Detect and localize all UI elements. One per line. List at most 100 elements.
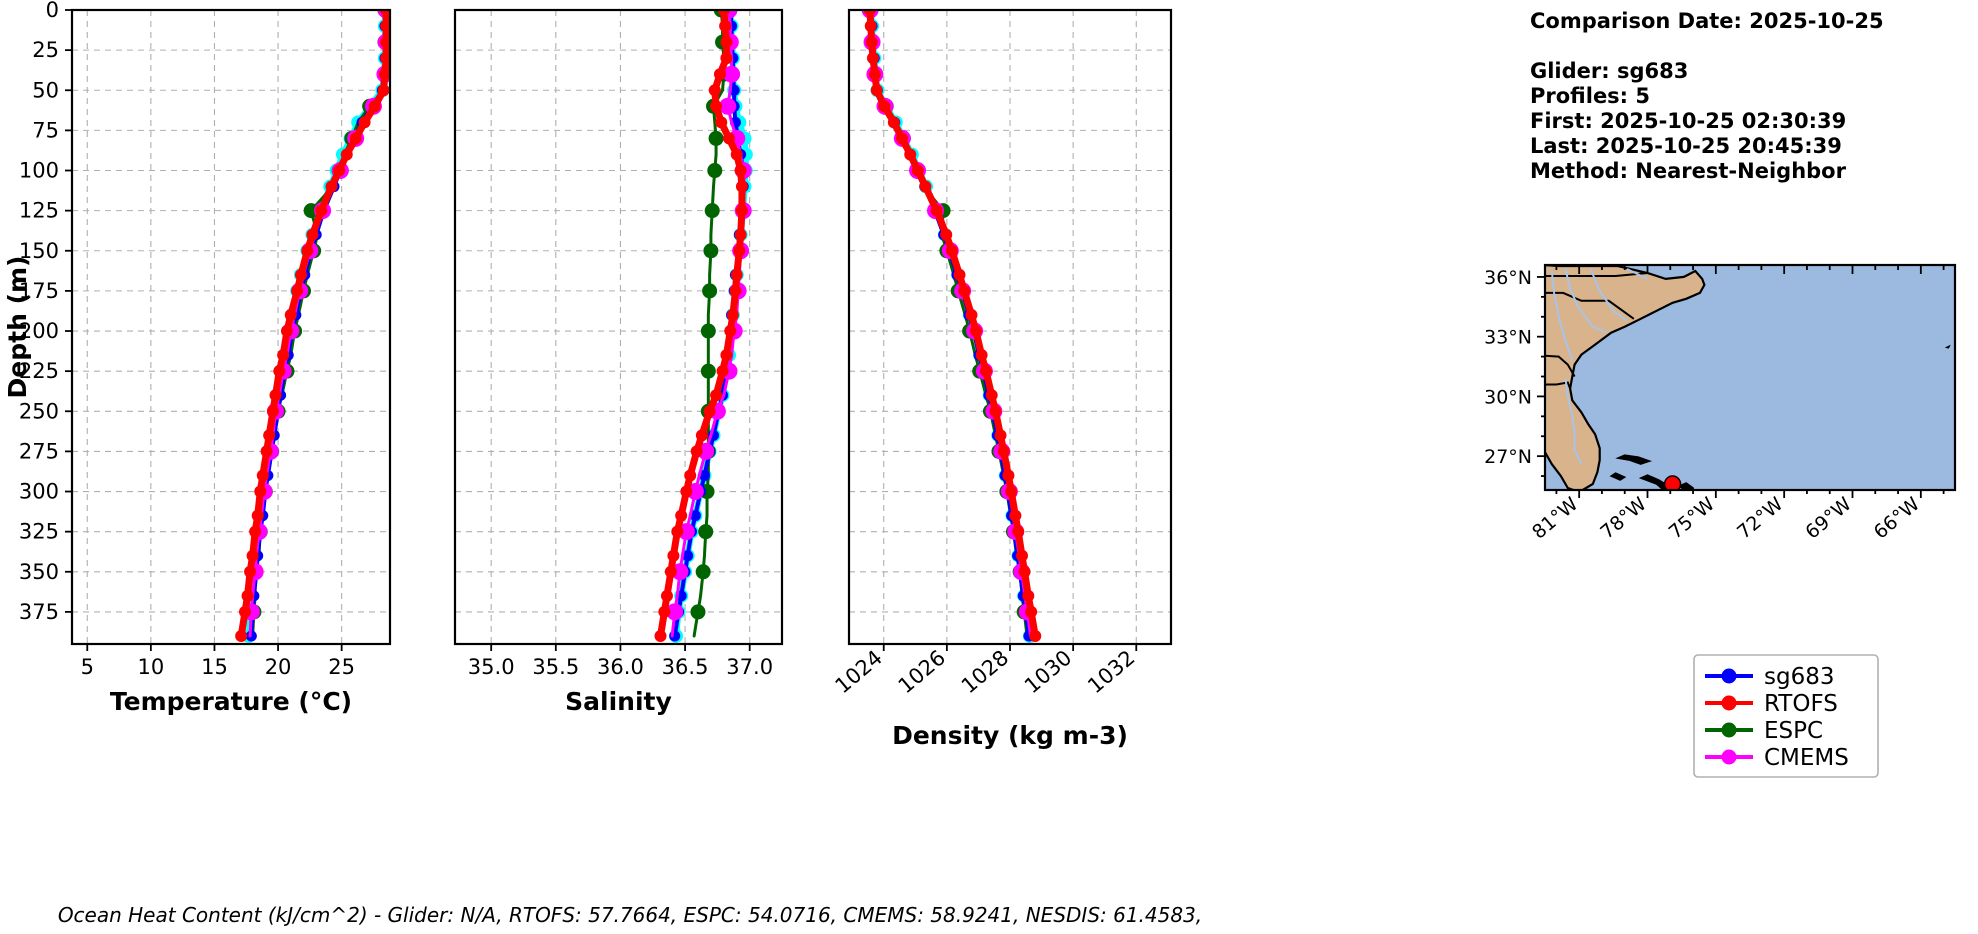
series-line-cmems: [868, 10, 1033, 638]
info-first: First: 2025-10-25 02:30:39: [1530, 109, 1846, 133]
map-state-border: [1545, 354, 1576, 377]
x-ticklabel: 37.0: [726, 655, 773, 679]
x-ticklabel: 20: [265, 655, 292, 679]
series-marker-rtofs: [733, 244, 746, 257]
series-line-nesdis: [868, 10, 1033, 639]
series-marker-rtofs: [953, 268, 966, 281]
info-profiles: Profiles: 5: [1530, 84, 1650, 108]
series-line-rtofs: [237, 10, 390, 640]
series-marker-rtofs: [868, 68, 881, 81]
series-marker-rtofs: [969, 325, 982, 338]
y-ticklabel: 325: [19, 520, 59, 544]
legend-label-rtofs: RTOFS: [1764, 691, 1838, 717]
series-marker-rtofs: [870, 84, 883, 97]
legend-marker-cmems: [1721, 749, 1737, 765]
series-marker-rtofs: [284, 308, 297, 321]
x-ticklabel: 35.0: [468, 655, 515, 679]
series-marker-rtofs: [244, 565, 257, 578]
series-marker-espc: [707, 163, 723, 179]
series-marker-rtofs: [333, 164, 346, 177]
series-marker-rtofs: [680, 485, 693, 498]
series-marker-rtofs: [368, 100, 381, 113]
map-river: [1564, 378, 1583, 465]
series-line-rtofs: [866, 10, 1039, 640]
x-ticklabel: 15: [201, 655, 228, 679]
series-marker-rtofs: [940, 228, 953, 241]
series-marker-rtofs: [864, 20, 877, 33]
series-marker-rtofs: [315, 204, 328, 217]
series-marker-rtofs: [306, 228, 319, 241]
y-ticklabel: 350: [19, 560, 59, 584]
series-marker-rtofs: [380, 36, 390, 49]
series-marker-rtofs: [658, 605, 671, 618]
series-marker-rtofs: [301, 244, 314, 257]
x-ticklabel: 1026: [894, 645, 950, 698]
series-marker-espc: [704, 203, 720, 219]
series-marker-rtofs: [985, 389, 998, 402]
series-marker-rtofs: [380, 10, 390, 16]
panel-frame: [453, 8, 784, 646]
y-ticklabel: 375: [19, 600, 59, 624]
series-marker-espc: [695, 564, 711, 580]
map-lon-ticklabel: 75°W: [1665, 493, 1719, 544]
series-marker-espc: [700, 363, 716, 379]
map-state-border: [1545, 272, 1648, 277]
y-ticklabel: 150: [19, 239, 59, 263]
info-glider: Glider: sg683: [1530, 59, 1688, 83]
panel-frame: [847, 8, 1173, 646]
series-marker-rtofs: [675, 509, 688, 522]
y-ticklabel: 200: [19, 319, 59, 343]
series-marker-rtofs: [989, 405, 1002, 418]
series-marker-rtofs: [690, 445, 703, 458]
series-line-espc: [868, 10, 1029, 638]
series-marker-espc: [708, 130, 724, 146]
series-marker-rtofs: [251, 509, 264, 522]
series-marker-rtofs: [708, 84, 721, 97]
series-marker-rtofs: [911, 164, 924, 177]
series-marker-rtofs: [1022, 589, 1035, 602]
series-marker-rtofs: [716, 365, 729, 378]
legend-marker-rtofs: [1721, 695, 1737, 711]
series-marker-rtofs: [720, 349, 733, 362]
series-marker-rtofs: [980, 365, 993, 378]
series-marker-espc: [702, 283, 718, 299]
y-ticklabel: 0: [46, 0, 59, 22]
y-ticklabel: 250: [19, 399, 59, 423]
series-marker-rtofs: [726, 308, 739, 321]
series-marker-rtofs: [664, 565, 677, 578]
series-marker-rtofs: [945, 244, 958, 257]
map-island: [1615, 454, 1653, 465]
x-ticklabel: 1032: [1083, 645, 1139, 698]
y-ticklabel: 275: [19, 439, 59, 463]
map-inset: 36°N 33°N 30°N 27°N 81°W 78°W 75°W 72°W 69°W 66°W: [1484, 263, 1957, 544]
series-marker-rtofs: [1025, 605, 1038, 618]
x-axis-label: Temperature (°C): [110, 687, 352, 716]
ocean-heat-content-caption: Ocean Heat Content (kJ/cm^2) - Glider: N…: [58, 903, 1202, 927]
series-marker-rtofs: [380, 20, 390, 33]
map-state-border: [1545, 291, 1635, 320]
series-marker-rtofs: [734, 228, 747, 241]
x-ticklabel: 35.5: [532, 655, 579, 679]
map-island: [1678, 482, 1695, 490]
x-ticklabel: 25: [328, 655, 355, 679]
series-marker-rtofs: [260, 445, 273, 458]
series-marker-espc: [690, 604, 706, 620]
series-marker-rtofs: [684, 469, 697, 482]
x-axis-label: Salinity: [565, 687, 672, 716]
y-ticklabel: 25: [32, 38, 59, 62]
series-marker-rtofs: [717, 10, 730, 16]
legend-label-espc: ESPC: [1764, 718, 1823, 744]
series-marker-rtofs: [263, 429, 276, 442]
series-marker-rtofs: [958, 284, 971, 297]
series-marker-espc: [303, 203, 319, 219]
series-marker-rtofs: [1029, 629, 1042, 642]
series-marker-espc: [703, 243, 719, 259]
series-marker-rtofs: [975, 349, 988, 362]
series-marker-cmems: [686, 483, 704, 501]
x-ticklabel: 1024: [831, 645, 887, 698]
map-lon-ticklabel: 72°W: [1733, 493, 1787, 544]
y-axis-label: Depth (m): [3, 256, 32, 399]
map-lat-ticklabel: 27°N: [1484, 446, 1532, 468]
series-marker-cmems: [723, 65, 741, 83]
series-marker-rtofs: [1005, 485, 1018, 498]
